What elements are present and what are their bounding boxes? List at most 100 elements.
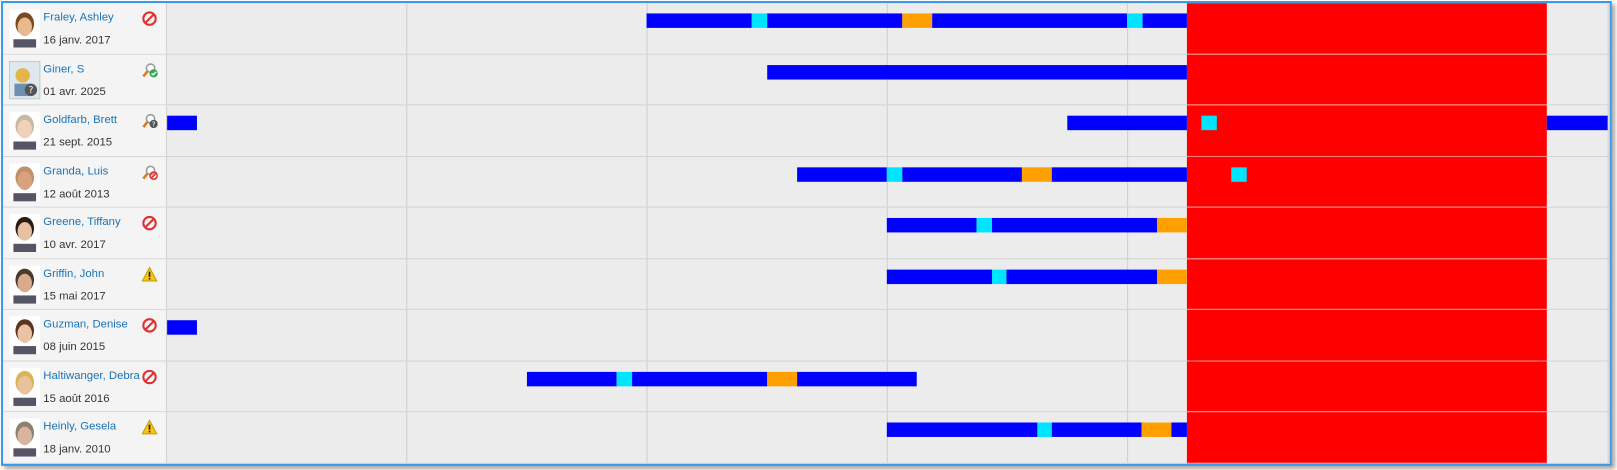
employee-date: 21 sept. 2015 [43, 136, 113, 149]
shift-segment [1546, 115, 1608, 131]
employee-name[interactable]: Guzman, Denise [43, 318, 128, 331]
status-icon[interactable] [141, 164, 158, 181]
row-divider [3, 462, 1610, 464]
employee-name[interactable]: Granda, Luis [43, 164, 109, 178]
shift-segment [797, 371, 917, 386]
employee-date: 10 avr. 2017 [43, 238, 106, 252]
avatar [9, 111, 41, 150]
employee-cell: Heinly, Gesela 18 janv. 2010 [3, 412, 168, 463]
status-icon[interactable] [141, 368, 157, 385]
employee-name[interactable]: Heinly, Gesela [43, 420, 117, 433]
grid-line [1127, 3, 1129, 464]
shift-segment [1067, 115, 1187, 131]
schedule-row: Heinly, Gesela 18 janv. 2010 [3, 412, 1610, 464]
marker-segment [616, 371, 633, 386]
schedule-row: Fraley, Ashley 16 janv. 2017 [3, 3, 1610, 55]
avatar [9, 213, 41, 253]
employee-date: 15 mai 2017 [43, 289, 106, 303]
row-divider [1186, 462, 1547, 464]
row-divider [3, 360, 1610, 362]
status-icon[interactable]: ? [141, 113, 158, 130]
employee-name[interactable]: Goldfarb, Brett [43, 113, 118, 127]
employee-date: 18 janv. 2010 [43, 443, 111, 456]
employee-cell: Greene, Tiffany 10 avr. 2017 [3, 207, 168, 258]
avatar [9, 264, 41, 304]
grid-line [1607, 3, 1609, 464]
row-divider [3, 104, 1610, 106]
break-segment [1141, 422, 1172, 437]
break-segment [1157, 217, 1187, 233]
status-icon[interactable] [141, 10, 157, 27]
shift-segment [932, 13, 1128, 28]
employee-date: 01 avr. 2025 [43, 85, 106, 98]
avatar [9, 367, 41, 406]
marker-segment [1037, 422, 1052, 437]
row-divider [1186, 53, 1547, 55]
employee-name[interactable]: Fraley, Ashley [43, 11, 114, 24]
break-segment [1157, 269, 1187, 284]
grid-line [646, 3, 648, 464]
status-icon[interactable] [141, 215, 157, 232]
schedule-row: Guzman, Denise 08 juin 2015 [3, 309, 1610, 362]
schedule-row: Granda, Luis 12 août 2013 [3, 156, 1610, 208]
status-icon[interactable] [141, 61, 158, 78]
employee-name[interactable]: Haltiwanger, Debra [43, 369, 140, 382]
shift-segment [1051, 166, 1187, 182]
blocked-period [1186, 3, 1547, 464]
shift-segment [797, 166, 887, 182]
shift-segment [1142, 13, 1187, 28]
shift-segment [1171, 422, 1187, 437]
shift-segment [1006, 269, 1158, 284]
employee-name[interactable]: Giner, S [43, 62, 85, 75]
marker-segment [751, 13, 768, 28]
status-icon[interactable] [141, 419, 158, 436]
shift-segment [167, 115, 197, 131]
shift-segment [767, 13, 903, 28]
break-segment [1021, 166, 1052, 182]
shift-segment [902, 166, 1022, 182]
row-divider [1186, 411, 1547, 413]
row-divider [1186, 257, 1547, 259]
marker-segment [1231, 166, 1247, 182]
row-divider [3, 411, 1610, 413]
marker-segment [886, 166, 903, 182]
row-divider [1186, 308, 1547, 310]
status-icon[interactable] [141, 317, 157, 334]
schedule-row: Haltiwanger, Debra 15 août 2016 [3, 361, 1610, 413]
row-divider [1186, 104, 1547, 106]
row-divider [1186, 360, 1547, 362]
break-segment [902, 13, 933, 28]
schedule-row: ? Giner, S 01 avr. 2025 [3, 54, 1610, 106]
employee-date: 12 août 2013 [43, 187, 110, 200]
status-icon[interactable] [141, 265, 158, 283]
schedule-row: Goldfarb, Brett 21 sept. 2015? [3, 105, 1610, 157]
shift-segment [1051, 422, 1142, 437]
shift-segment [526, 371, 617, 386]
avatar [9, 418, 41, 457]
employee-cell: Haltiwanger, Debra 15 août 2016 [3, 361, 168, 412]
shift-segment [167, 320, 197, 335]
employee-date: 16 janv. 2017 [43, 34, 111, 47]
row-divider [3, 155, 1610, 157]
svg-text:?: ? [28, 84, 33, 95]
avatar [9, 316, 41, 355]
row-divider [3, 53, 1610, 55]
employee-cell: Griffin, John 15 mai 2017 [3, 258, 168, 309]
marker-segment [992, 269, 1007, 284]
schedule-row: Greene, Tiffany 10 avr. 2017 [3, 207, 1610, 259]
row-divider [1186, 155, 1547, 157]
shift-segment [646, 13, 752, 28]
row-divider [3, 308, 1610, 310]
row-divider [1186, 206, 1547, 208]
marker-segment [1201, 115, 1217, 131]
employee-name[interactable]: Griffin, John [43, 267, 105, 280]
marker-segment [976, 217, 993, 233]
employee-name[interactable]: Greene, Tiffany [43, 215, 121, 229]
shift-segment [886, 422, 1038, 437]
row-divider [3, 257, 1610, 259]
shift-segment [767, 64, 1187, 80]
schedule-row: Griffin, John 15 mai 2017 [3, 258, 1610, 310]
employee-cell: Guzman, Denise 08 juin 2015 [3, 309, 168, 361]
